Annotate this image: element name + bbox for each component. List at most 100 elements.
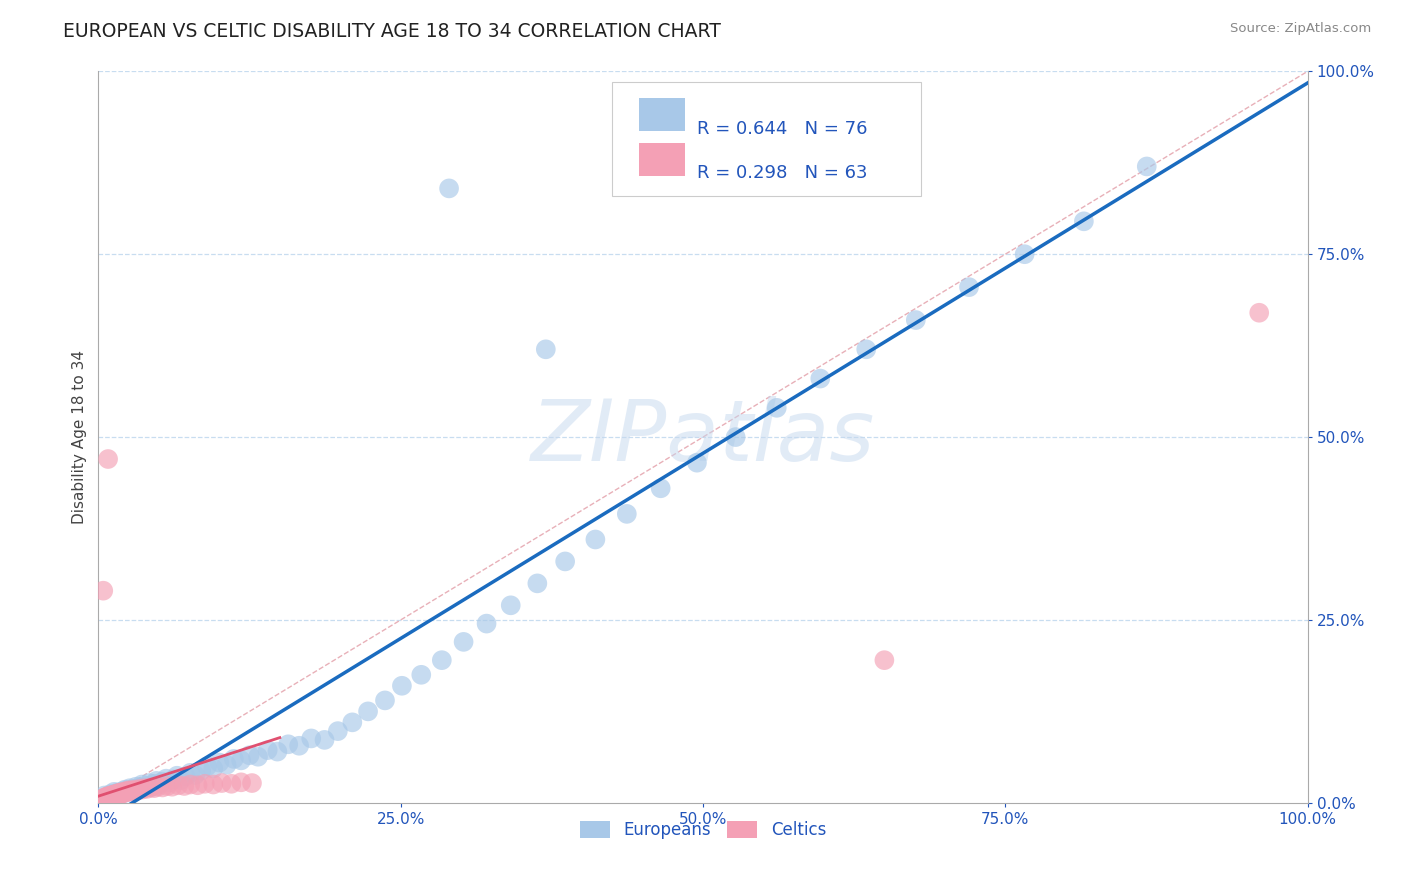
Celtics [105,789,128,803]
Celtics [108,788,131,802]
Europeans [135,779,157,793]
Bar [638,143,685,176]
Europeans [277,737,299,751]
Celtics [118,783,141,797]
Europeans [107,786,129,800]
Europeans [299,731,322,746]
Celtics [211,776,233,790]
Europeans [162,772,184,787]
Celtics [121,784,143,798]
Celtics [202,778,225,792]
Europeans [138,776,160,790]
Celtics [96,791,118,805]
Europeans [118,783,141,797]
Europeans [108,787,131,801]
Celtics [110,786,132,800]
Celtics [179,778,201,792]
Europeans [174,769,197,783]
Europeans [202,761,225,775]
Celtics [135,781,157,796]
Celtics [146,780,169,794]
Text: R = 0.644   N = 76: R = 0.644 N = 76 [697,120,868,137]
Europeans [195,759,218,773]
Celtics [221,777,243,791]
Europeans [616,507,638,521]
Europeans [179,765,201,780]
Europeans [374,693,396,707]
Celtics [94,789,117,804]
Europeans [430,653,453,667]
Celtics [104,789,127,803]
Europeans [145,773,167,788]
Celtics [134,781,156,796]
Celtics [139,780,162,795]
Celtics [240,776,263,790]
Europeans [314,732,336,747]
Europeans [499,599,522,613]
Europeans [357,705,380,719]
Europeans [256,743,278,757]
Europeans [114,782,136,797]
Celtics [187,778,209,792]
Europeans [190,764,212,778]
Europeans [686,456,709,470]
Celtics [91,792,114,806]
Celtics [124,782,146,797]
Europeans [129,780,152,795]
Europeans [169,773,191,788]
Legend: Europeans, Celtics: Europeans, Celtics [574,814,832,846]
Europeans [124,781,146,796]
Celtics [93,790,115,805]
Celtics [91,791,114,805]
Celtics [93,792,115,806]
Europeans [475,616,498,631]
Celtics [100,789,122,803]
Europeans [1073,214,1095,228]
Europeans [152,774,174,789]
Europeans [127,782,149,797]
Celtics [100,789,122,804]
Celtics [108,786,131,800]
Europeans [957,280,980,294]
Europeans [131,778,153,792]
Celtics [104,787,127,801]
Europeans [808,371,831,385]
Celtics [152,780,174,795]
Europeans [229,753,252,767]
Celtics [167,778,190,792]
Celtics [1249,306,1271,320]
Celtics [115,784,138,798]
Celtics [194,777,217,791]
Europeans [215,757,238,772]
Europeans [208,756,231,770]
Celtics [91,583,114,598]
Bar [638,98,685,131]
Europeans [125,780,148,794]
Europeans [650,481,672,495]
Celtics [131,782,153,797]
Europeans [247,749,270,764]
Text: EUROPEAN VS CELTIC DISABILITY AGE 18 TO 34 CORRELATION CHART: EUROPEAN VS CELTIC DISABILITY AGE 18 TO … [63,22,721,41]
Europeans [222,752,245,766]
Europeans [526,576,548,591]
Europeans [288,739,311,753]
Europeans [155,772,177,786]
Celtics [118,785,141,799]
Europeans [855,343,877,357]
Celtics [107,786,129,800]
Celtics [98,790,121,805]
Celtics [114,786,136,800]
Europeans [326,724,349,739]
Europeans [437,181,460,195]
Europeans [554,554,576,568]
Celtics [873,653,896,667]
Celtics [111,786,134,800]
Europeans [111,784,134,798]
Europeans [101,789,124,804]
Celtics [108,786,131,800]
Europeans [103,785,125,799]
Europeans [112,786,135,800]
Europeans [97,789,120,804]
Europeans [159,775,181,789]
Celtics [173,779,195,793]
